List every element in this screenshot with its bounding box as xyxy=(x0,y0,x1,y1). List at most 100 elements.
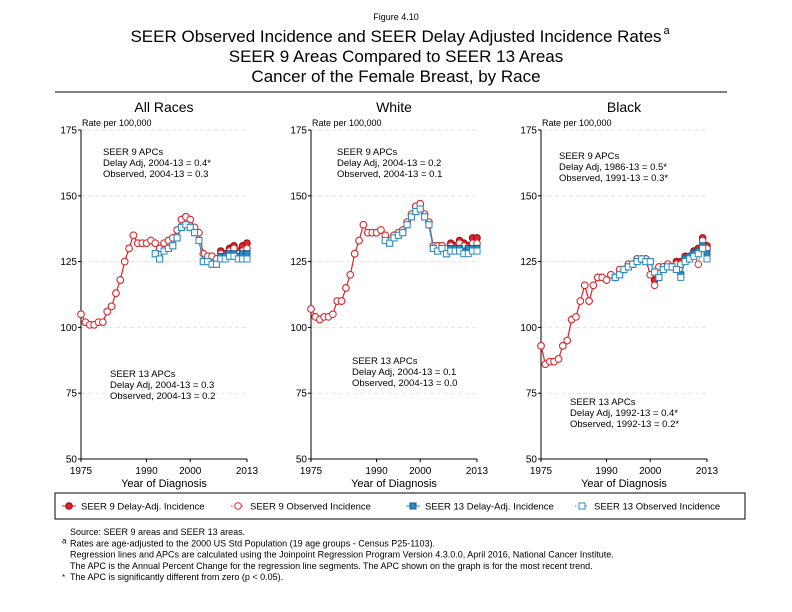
data-point xyxy=(355,236,363,245)
data-point xyxy=(116,276,125,284)
footnote: Source: SEER 9 areas and SEER 13 areas. xyxy=(70,527,245,537)
y-tick-label: 150 xyxy=(290,191,307,202)
title-line: Cancer of the Female Breast, by Race xyxy=(251,67,540,86)
data-point xyxy=(329,310,337,319)
series xyxy=(611,244,711,281)
data-point xyxy=(112,289,120,297)
data-point xyxy=(580,281,589,290)
data-point xyxy=(421,213,429,221)
legend-label: SEER 13 Delay-Adj. Incidence xyxy=(425,502,554,513)
y-tick-label: 150 xyxy=(520,191,537,202)
data-point xyxy=(403,221,411,229)
data-point xyxy=(377,226,385,234)
x-tick-label: 1975 xyxy=(70,466,93,477)
data-point xyxy=(151,239,160,247)
data-point xyxy=(602,276,611,284)
data-point xyxy=(672,265,680,273)
x-tick-label: 1990 xyxy=(365,466,388,477)
y-tick-label: 75 xyxy=(66,389,78,400)
x-tick-label: 2013 xyxy=(696,466,719,477)
y-tick-label: 175 xyxy=(520,126,537,137)
x-tick-label: 1975 xyxy=(530,466,553,477)
annotation: Delay Adj, 2004-13 = 0.1 xyxy=(352,367,456,378)
x-tick-label: 2000 xyxy=(409,466,432,477)
x-axis-label: Year of Diagnosis xyxy=(121,478,207,490)
title-superscript: a xyxy=(664,25,671,37)
data-point xyxy=(186,223,194,231)
x-axis-label: Year of Diagnosis xyxy=(581,478,667,490)
data-point xyxy=(359,220,368,229)
footnote-mark: * xyxy=(62,573,65,582)
y-tick-label: 50 xyxy=(526,455,538,466)
x-axis-label: Year of Diagnosis xyxy=(351,478,437,490)
annotation: Observed, 1991-13 = 0.3* xyxy=(559,173,668,184)
annotation: Observed, 2004-13 = 0.2 xyxy=(110,391,215,402)
data-point xyxy=(703,255,711,263)
data-point xyxy=(350,249,359,258)
x-tick-label: 2000 xyxy=(639,466,662,477)
data-point xyxy=(243,255,251,263)
panel-title: White xyxy=(376,99,412,115)
figure-label: Figure 4.10 xyxy=(373,12,419,22)
y-tick-label: 125 xyxy=(520,257,537,268)
data-point xyxy=(473,247,481,255)
series xyxy=(381,205,481,258)
title-line: SEER 9 Areas Compared to SEER 13 Areas xyxy=(229,47,564,66)
data-point xyxy=(195,237,203,245)
data-point xyxy=(173,234,181,242)
data-point xyxy=(129,231,138,240)
data-point xyxy=(572,313,580,321)
legend-box xyxy=(54,492,746,520)
panel-title: All Races xyxy=(134,99,193,115)
data-point xyxy=(399,229,407,237)
y-tick-label: 50 xyxy=(296,455,308,466)
panel-title: Black xyxy=(607,99,642,115)
title-line: SEER Observed Incidence and SEER Delay A… xyxy=(130,27,661,46)
data-point xyxy=(694,260,703,269)
data-point xyxy=(125,244,133,253)
y-tick-label: 175 xyxy=(290,126,307,137)
data-point xyxy=(156,255,164,263)
data-point xyxy=(120,257,129,266)
x-tick-label: 2013 xyxy=(466,466,489,477)
data-point xyxy=(212,260,220,268)
annotation: Observed, 2004-13 = 0.0 xyxy=(352,378,457,389)
data-point xyxy=(563,336,572,345)
y-tick-label: 100 xyxy=(290,323,307,334)
footnote: Rates are age-adjusted to the 2000 US St… xyxy=(70,538,435,548)
annotation: SEER 9 APCs xyxy=(337,147,397,158)
x-tick-label: 1975 xyxy=(300,466,323,477)
legend-marker xyxy=(578,502,586,510)
data-point xyxy=(169,242,177,250)
footnote: Regression lines and APCs are calculated… xyxy=(70,550,614,560)
annotation: SEER 13 APCs xyxy=(570,397,636,408)
data-point xyxy=(616,271,624,279)
data-point xyxy=(346,270,355,279)
y-tick-label: 150 xyxy=(60,191,77,202)
y-tick-label: 75 xyxy=(296,389,308,400)
data-point xyxy=(554,355,563,363)
series xyxy=(77,213,251,329)
data-point xyxy=(337,297,346,305)
data-point xyxy=(307,305,315,313)
data-point xyxy=(416,205,424,213)
footnote: The APC is the Annual Percent Change for… xyxy=(70,561,593,571)
data-point xyxy=(425,221,433,229)
data-point xyxy=(646,258,654,266)
data-point xyxy=(186,215,195,224)
data-point xyxy=(342,284,350,292)
data-point xyxy=(191,229,199,237)
data-point xyxy=(107,302,116,311)
series xyxy=(151,221,251,268)
y-tick-label: 75 xyxy=(526,389,538,400)
data-point xyxy=(655,273,663,281)
y-tick-label: 100 xyxy=(520,323,537,334)
data-point xyxy=(386,239,394,247)
data-point xyxy=(559,342,567,350)
y-axis-label: Rate per 100,000 xyxy=(82,118,152,128)
annotation: SEER 13 APCs xyxy=(110,369,176,380)
data-point xyxy=(694,250,702,258)
data-point xyxy=(99,318,107,326)
data-point xyxy=(650,281,659,290)
